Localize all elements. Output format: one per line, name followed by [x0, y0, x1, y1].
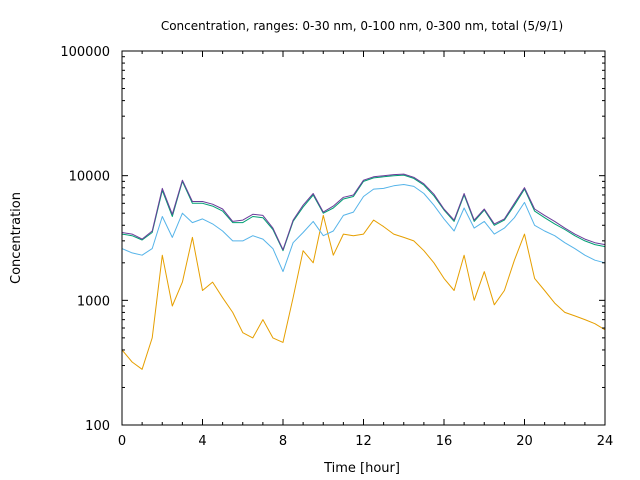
y-tick-label: 100000 — [60, 45, 110, 60]
y-axis: 100 1000 10000 100000 — [60, 45, 605, 434]
series-group — [121, 173, 606, 370]
x-axis-label: Time [hour] — [323, 461, 400, 476]
x-tick-label: 20 — [516, 434, 533, 449]
x-tick-label: 4 — [198, 434, 206, 449]
x-axis: 0 4 8 12 16 20 24 — [118, 51, 613, 449]
plot-frame — [121, 50, 606, 426]
series-line-4 — [121, 173, 606, 251]
x-tick-label: 16 — [436, 434, 453, 449]
x-tick-label: 8 — [279, 434, 287, 449]
series-line-1 — [121, 214, 606, 370]
x-tick-label: 12 — [355, 434, 372, 449]
x-tick-label: 24 — [597, 434, 614, 449]
y-tick-label: 1000 — [77, 294, 110, 309]
series-line-2 — [121, 184, 606, 273]
y-tick-label: 100 — [85, 419, 110, 434]
y-tick-label: 10000 — [69, 170, 110, 185]
y-axis-label: Concentration — [9, 192, 24, 284]
x-tick-label: 0 — [118, 434, 126, 449]
chart-title: Concentration, ranges: 0-30 nm, 0-100 nm… — [161, 19, 563, 33]
series-line-3 — [121, 174, 606, 252]
